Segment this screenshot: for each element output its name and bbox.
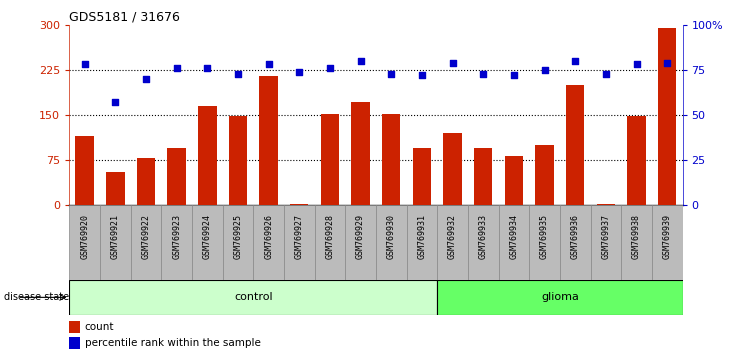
Bar [468, 205, 499, 280]
Bar [474, 148, 493, 205]
Bar [504, 156, 523, 205]
Text: GSM769939: GSM769939 [663, 214, 672, 259]
Text: GSM769938: GSM769938 [632, 214, 641, 259]
Point [477, 71, 489, 76]
Point [110, 99, 121, 105]
Text: GSM769922: GSM769922 [142, 214, 150, 259]
Text: GSM769932: GSM769932 [448, 214, 457, 259]
Text: GSM769931: GSM769931 [418, 214, 426, 259]
Bar [69, 337, 80, 349]
Point [447, 60, 458, 65]
Text: GSM769927: GSM769927 [295, 214, 304, 259]
Text: GSM769924: GSM769924 [203, 214, 212, 259]
Bar [228, 116, 247, 205]
Bar [106, 172, 125, 205]
Point [508, 73, 520, 78]
Bar [499, 205, 529, 280]
Bar [161, 205, 192, 280]
Bar [253, 205, 284, 280]
Bar [376, 205, 407, 280]
Point [201, 65, 213, 71]
Text: GSM769920: GSM769920 [80, 214, 89, 259]
Text: GSM769921: GSM769921 [111, 214, 120, 259]
Point [600, 71, 612, 76]
Point [661, 60, 673, 65]
Text: glioma: glioma [541, 292, 579, 302]
Bar [69, 321, 80, 333]
Bar [535, 145, 554, 205]
Point [232, 71, 244, 76]
Point [631, 62, 642, 67]
Point [293, 69, 305, 75]
Point [539, 67, 550, 73]
Text: GSM769935: GSM769935 [540, 214, 549, 259]
Bar [591, 205, 621, 280]
Bar [407, 205, 437, 280]
Bar [412, 148, 431, 205]
Text: GSM769933: GSM769933 [479, 214, 488, 259]
Bar [443, 133, 462, 205]
Bar [69, 280, 437, 315]
Text: disease state: disease state [4, 292, 69, 302]
Point [385, 71, 397, 76]
Bar [167, 148, 186, 205]
Point [263, 62, 274, 67]
Point [171, 65, 182, 71]
Text: GSM769936: GSM769936 [571, 214, 580, 259]
Bar [75, 136, 94, 205]
Text: GSM769926: GSM769926 [264, 214, 273, 259]
Bar [529, 205, 560, 280]
Bar [100, 205, 131, 280]
Text: GSM769937: GSM769937 [602, 214, 610, 259]
Text: GSM769930: GSM769930 [387, 214, 396, 259]
Bar [320, 114, 339, 205]
Text: control: control [234, 292, 272, 302]
Point [79, 62, 91, 67]
Bar [290, 204, 309, 205]
Text: GSM769923: GSM769923 [172, 214, 181, 259]
Bar [596, 204, 615, 205]
Text: percentile rank within the sample: percentile rank within the sample [85, 338, 261, 348]
Text: GSM769929: GSM769929 [356, 214, 365, 259]
Bar [131, 205, 161, 280]
Bar [345, 205, 376, 280]
Bar [566, 85, 585, 205]
Text: GDS5181 / 31676: GDS5181 / 31676 [69, 11, 180, 24]
Bar [192, 205, 223, 280]
Text: count: count [85, 322, 114, 332]
Bar [69, 205, 100, 280]
Text: GSM769934: GSM769934 [510, 214, 518, 259]
Point [569, 58, 581, 64]
Bar [382, 114, 401, 205]
Bar [627, 116, 646, 205]
Bar [652, 205, 683, 280]
Bar [560, 205, 591, 280]
Bar [437, 205, 468, 280]
Bar [137, 158, 155, 205]
Bar [223, 205, 253, 280]
Bar [284, 205, 315, 280]
Text: GSM769928: GSM769928 [326, 214, 334, 259]
Point [140, 76, 152, 82]
Bar [351, 102, 370, 205]
Text: GSM769925: GSM769925 [234, 214, 242, 259]
Bar [315, 205, 345, 280]
Point [324, 65, 336, 71]
Bar [198, 106, 217, 205]
Bar [259, 76, 278, 205]
Point [355, 58, 366, 64]
Bar [437, 280, 683, 315]
Bar [621, 205, 652, 280]
Bar [658, 28, 677, 205]
Point [416, 73, 428, 78]
